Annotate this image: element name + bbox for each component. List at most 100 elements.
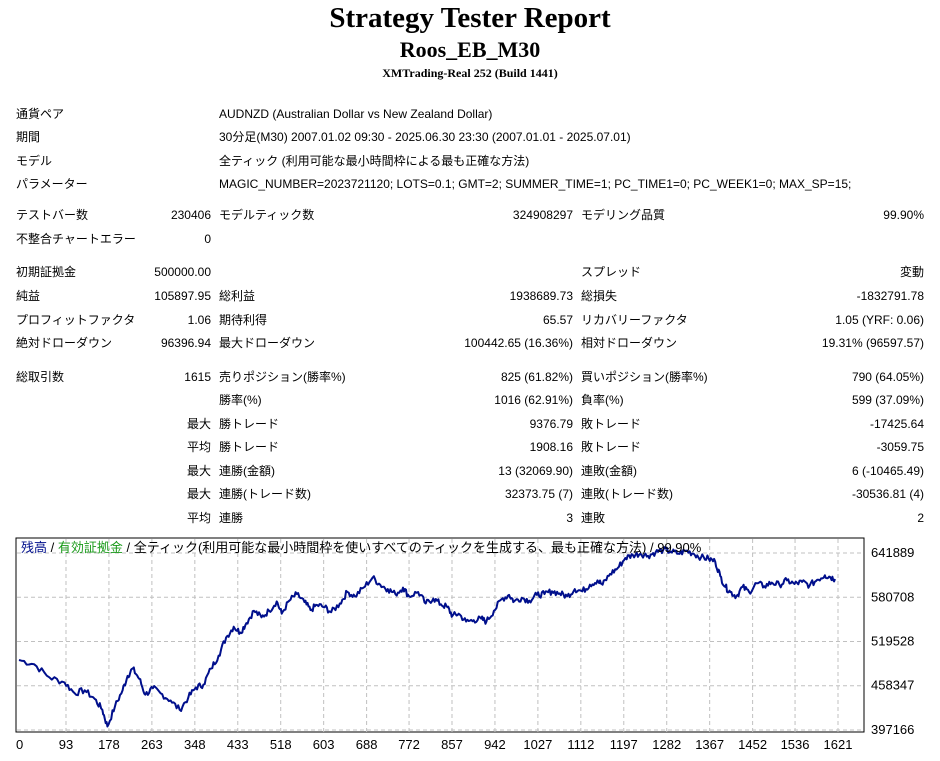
rel-drawdown-value: 19.31% (96597.57) [821, 336, 924, 350]
y-axis-labels: 641889 580708 519528 458347 397166 [871, 545, 914, 737]
avg-consec-wins-value: 3 [566, 511, 573, 525]
short-positions-value: 825 (61.82%) [500, 370, 573, 384]
recovery-factor-label: リカバリーファクタ [581, 313, 688, 327]
expert-name: Roos_EB_M30 [399, 37, 541, 62]
avg-consec-losses-label: 連敗 [581, 511, 606, 525]
gross-loss-label: 総損失 [581, 289, 618, 303]
legend-balance: 残高 [21, 540, 47, 555]
report-title: Strategy Tester Report [329, 2, 611, 34]
long-positions-value: 790 (64.05%) [851, 370, 924, 384]
y-tick-label: 641889 [871, 545, 914, 560]
net-profit-label: 純益 [16, 289, 41, 303]
x-tick-label: 1282 [652, 737, 681, 752]
settings-value-period: 30分足(M30) 2007.01.02 09:30 - 2025.06.30 … [219, 130, 631, 144]
avg-consec-prefix: 平均 [186, 511, 211, 525]
x-tick-label: 0 [16, 737, 23, 752]
x-tick-label: 1536 [781, 737, 810, 752]
avg-consec-wins-label: 連勝 [219, 511, 244, 525]
avg-loss-label: 敗トレード [581, 440, 642, 454]
bars-label: テストバー数 [16, 208, 89, 222]
x-tick-label: 1452 [738, 737, 767, 752]
y-tick-label: 580708 [871, 589, 914, 604]
net-profit-value: 105897.95 [154, 289, 211, 303]
deposit-value: 500000.00 [154, 265, 211, 279]
legend-equity: 有効証拠金 [58, 540, 123, 555]
deposit-label: 初期証拠金 [16, 265, 77, 279]
loss-rate-label: 負率(%) [581, 393, 624, 407]
ticks-label: モデルティック数 [219, 208, 315, 222]
win-rate-value: 1016 (62.91%) [494, 393, 573, 407]
chart-grid [17, 539, 864, 732]
x-tick-label: 348 [184, 737, 206, 752]
legend-sep-3: / [646, 540, 657, 555]
profit-factor-value: 1.06 [187, 313, 211, 327]
largest-prefix: 最大 [186, 417, 211, 431]
x-tick-label: 1112 [567, 737, 594, 752]
expected-payoff-value: 65.57 [542, 313, 573, 327]
avg-loss-value: -3059.75 [876, 440, 924, 454]
legend-sep-2: / [123, 540, 134, 555]
largest-loss-label: 敗トレード [581, 417, 642, 431]
profit-factor-label: プロフィットファクタ [16, 313, 136, 327]
gross-profit-value: 1938689.73 [509, 289, 573, 303]
mismatch-value: 0 [204, 232, 211, 246]
settings-value-parameters: MAGIC_NUMBER=2023721120; LOTS=0.1; GMT=2… [219, 177, 852, 191]
max-consec-wins-value: 13 (32069.90) [498, 464, 573, 478]
average-prefix: 平均 [186, 440, 211, 454]
settings-label-symbol: 通貨ペア [16, 107, 65, 121]
x-tick-label: 433 [227, 737, 249, 752]
x-tick-label: 178 [98, 737, 120, 752]
max-consec-wins-label: 連勝(金額) [219, 464, 275, 478]
x-tick-label: 1027 [523, 737, 552, 752]
gross-loss-value: -1832791.78 [856, 289, 924, 303]
x-tick-label: 93 [59, 737, 73, 752]
largest-loss-value: -17425.64 [869, 417, 924, 431]
max-consec-prefix: 最大 [186, 464, 211, 478]
abs-drawdown-value: 96396.94 [160, 336, 211, 350]
max-consec-profit-label: 連勝(トレード数) [219, 487, 311, 501]
spread-value: 変動 [899, 265, 924, 279]
long-positions-label: 買いポジション(勝率%) [581, 370, 708, 384]
max-drawdown-label: 最大ドローダウン [219, 336, 316, 350]
settings-label-parameters: パラメーター [16, 177, 88, 191]
max-consec-losses-label: 連敗(金額) [581, 464, 637, 478]
settings-label-model: モデル [16, 154, 53, 168]
y-tick-label: 458347 [871, 678, 914, 693]
max-consec-loss-value: -30536.81 (4) [851, 487, 924, 501]
loss-rate-value: 599 (37.09%) [851, 393, 924, 407]
spread-label: スプレッド [581, 265, 642, 279]
y-tick-label: 519528 [871, 633, 914, 648]
recovery-factor-value: 1.05 (YRF: 0.06) [835, 313, 924, 327]
settings-label-period: 期間 [16, 130, 41, 144]
chart-legend: 残高 / 有効証拠金 / 全ティック(利用可能な最小時間枠を使いすべてのティック… [21, 540, 702, 555]
avg-win-label: 勝トレード [219, 440, 280, 454]
win-rate-label: 勝率(%) [219, 393, 262, 407]
x-tick-label: 1197 [610, 737, 638, 752]
quality-label: モデリング品質 [581, 208, 666, 222]
max-consec-loss-label: 連敗(トレード数) [581, 487, 673, 501]
gross-profit-label: 総利益 [219, 289, 256, 303]
x-tick-label: 1367 [695, 737, 724, 752]
x-tick-label: 1621 [824, 737, 853, 752]
x-tick-label: 603 [313, 737, 335, 752]
mismatch-label: 不整合チャートエラー [16, 232, 136, 246]
legend-quality: 99.90% [657, 540, 702, 555]
x-axis-labels: 0 93 178 263 348 433 518 603 688 772 857 942 1027 111… [16, 737, 852, 752]
balance-chart: 残高 / 有効証拠金 / 全ティック(利用可能な最小時間枠を使いすべてのティック… [15, 537, 914, 752]
x-tick-label: 772 [398, 737, 420, 752]
largest-win-label: 勝トレード [219, 417, 280, 431]
short-positions-label: 売りポジション(勝率%) [219, 370, 346, 384]
x-tick-label: 518 [270, 737, 292, 752]
ticks-value: 324908297 [512, 208, 573, 222]
server-build: XMTrading-Real 252 (Build 1441) [382, 66, 558, 80]
settings-value-model: 全ティック (利用可能な最小時間枠による最も正確な方法) [219, 154, 530, 168]
x-tick-label: 942 [484, 737, 506, 752]
legend-sep-1: / [47, 540, 58, 555]
x-tick-label: 688 [356, 737, 378, 752]
avg-win-value: 1908.16 [529, 440, 573, 454]
y-tick-label: 397166 [871, 722, 914, 737]
bars-value: 230406 [170, 208, 211, 222]
largest-win-value: 9376.79 [529, 417, 573, 431]
rel-drawdown-label: 相対ドローダウン [581, 336, 678, 350]
expected-payoff-label: 期待利得 [219, 313, 268, 327]
